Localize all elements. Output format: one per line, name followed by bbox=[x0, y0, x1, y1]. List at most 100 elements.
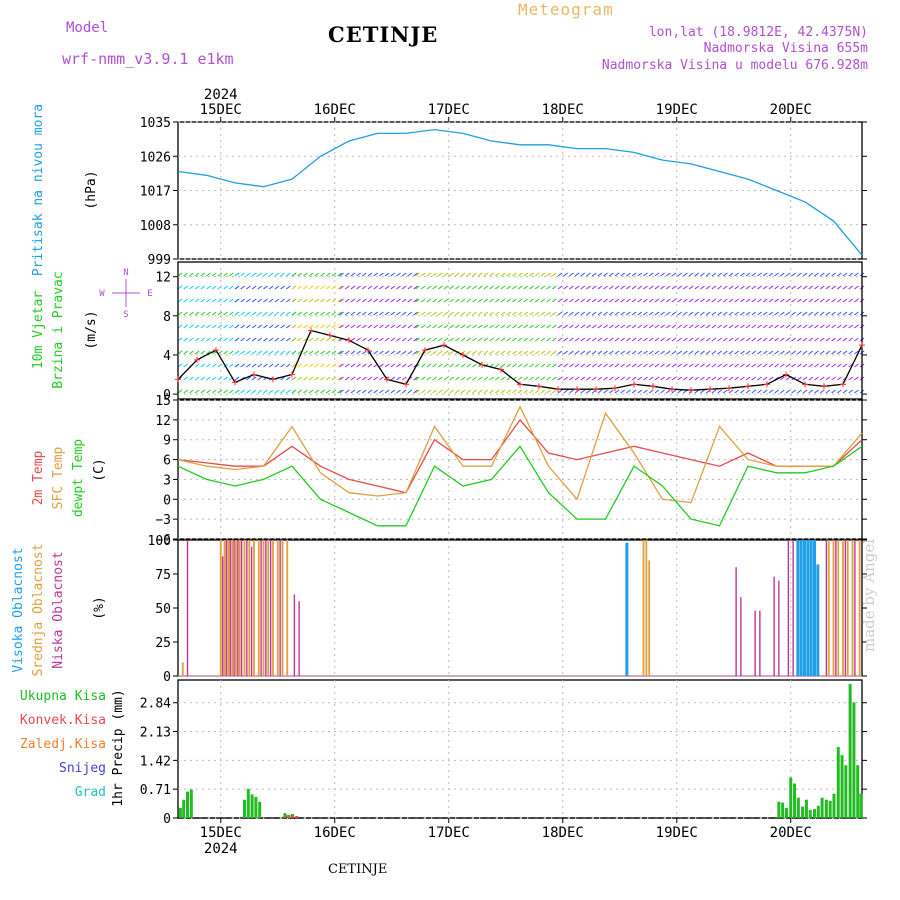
wind-barb bbox=[331, 272, 337, 277]
wind-barb bbox=[483, 311, 489, 316]
wind-barb bbox=[234, 376, 240, 381]
wind-barb bbox=[569, 272, 574, 277]
wind-barb bbox=[331, 350, 337, 355]
wind-barb bbox=[779, 363, 785, 368]
wind-barb bbox=[848, 272, 854, 277]
precip-ytick-label-2: 1.42 bbox=[140, 754, 171, 769]
wind-barb bbox=[808, 298, 814, 303]
wind-barb bbox=[751, 337, 757, 342]
wind-barb bbox=[437, 311, 443, 316]
wind-barb bbox=[757, 350, 762, 355]
wind-barb bbox=[263, 272, 268, 277]
wind-barb bbox=[483, 298, 489, 303]
wind-barb bbox=[415, 337, 420, 342]
wind-barb bbox=[597, 350, 603, 355]
wind-barb bbox=[337, 389, 342, 394]
wind-barb bbox=[654, 350, 660, 355]
wind-barb bbox=[848, 376, 854, 381]
precip-bar-0 bbox=[254, 796, 258, 818]
wind-barb bbox=[785, 337, 791, 342]
precip-legend-2: Zaledj.Kisa bbox=[20, 737, 106, 752]
elevation-label: Nadmorska Visina 655m bbox=[703, 41, 868, 56]
wind-barb bbox=[694, 363, 700, 368]
wind-axis-label-1: 10m Vjetar bbox=[31, 291, 46, 369]
wind-barb bbox=[183, 311, 188, 316]
wind-barb bbox=[831, 350, 836, 355]
wind-barb bbox=[361, 376, 367, 381]
wind-barb bbox=[246, 363, 251, 368]
wind-barb bbox=[472, 324, 477, 329]
wind-barb bbox=[373, 337, 379, 342]
wind-ytick-label-2: 8 bbox=[163, 310, 171, 325]
wind-barb bbox=[337, 298, 342, 303]
wind-barb bbox=[620, 363, 626, 368]
wind-barb bbox=[551, 376, 557, 381]
wind-barb bbox=[494, 337, 500, 342]
wind-barb bbox=[396, 324, 401, 329]
wind-barb bbox=[437, 272, 443, 277]
wind-barb bbox=[477, 324, 483, 329]
wind-barb bbox=[512, 350, 517, 355]
wind-barb bbox=[297, 350, 303, 355]
wind-barb bbox=[217, 272, 223, 277]
wind-barb bbox=[506, 389, 512, 394]
cloud-bar-1 bbox=[223, 540, 226, 676]
wind-barb bbox=[396, 363, 401, 368]
product-title: Meteogram bbox=[518, 0, 614, 19]
wind-barb bbox=[854, 363, 859, 368]
wind-barb bbox=[217, 389, 223, 394]
wind-barb bbox=[494, 350, 500, 355]
cloud-bar-1 bbox=[842, 540, 844, 676]
wind-barb bbox=[344, 389, 350, 394]
wind-barb bbox=[643, 324, 648, 329]
wind-barb bbox=[836, 285, 842, 290]
wind-barb bbox=[183, 376, 188, 381]
wind-barb bbox=[390, 389, 396, 394]
wind-barb bbox=[603, 324, 608, 329]
cloud-bar-0 bbox=[816, 564, 820, 676]
wind-barb bbox=[356, 389, 361, 394]
wind-gust-marker bbox=[422, 347, 428, 354]
wind-gust-marker bbox=[555, 386, 561, 393]
wind-barb bbox=[200, 311, 206, 316]
wind-barb bbox=[183, 337, 188, 342]
pressure-ytick-label-0: 999 bbox=[148, 253, 171, 268]
wind-barb bbox=[728, 389, 734, 394]
wind-barb bbox=[379, 350, 384, 355]
wind-barb bbox=[229, 285, 234, 290]
wind-barb bbox=[603, 376, 608, 381]
wind-barb bbox=[280, 337, 285, 342]
precip-bar-0 bbox=[182, 799, 186, 818]
wind-barb bbox=[654, 376, 660, 381]
wind-barb bbox=[620, 389, 626, 394]
wind-barb bbox=[569, 324, 574, 329]
wind-barb bbox=[665, 389, 671, 394]
wind-barb bbox=[597, 272, 603, 277]
wind-barb bbox=[814, 272, 819, 277]
wind-barb bbox=[443, 311, 449, 316]
wind-barb bbox=[390, 311, 396, 316]
wind-barb bbox=[808, 324, 814, 329]
wind-barb bbox=[285, 272, 291, 277]
precip-ytick-label-3: 2.13 bbox=[140, 726, 171, 741]
wind-barb bbox=[762, 285, 768, 290]
wind-barb bbox=[819, 298, 825, 303]
wind-barb bbox=[808, 311, 814, 316]
wind-barb bbox=[426, 324, 432, 329]
wind-barb bbox=[825, 350, 831, 355]
wind-barb bbox=[183, 285, 188, 290]
bottom-day-label-1: 16DEC bbox=[314, 825, 356, 841]
wind-barb bbox=[415, 324, 420, 329]
wind-barb bbox=[331, 311, 337, 316]
wind-barb bbox=[320, 337, 325, 342]
wind-barb bbox=[189, 337, 194, 342]
wind-barb bbox=[211, 285, 217, 290]
wind-barb bbox=[825, 311, 831, 316]
wind-barb bbox=[740, 389, 745, 394]
wind-barb bbox=[384, 298, 390, 303]
pressure-line bbox=[177, 128, 863, 256]
wind-barb bbox=[477, 389, 483, 394]
wind-barb bbox=[802, 376, 808, 381]
wind-barb bbox=[591, 350, 597, 355]
